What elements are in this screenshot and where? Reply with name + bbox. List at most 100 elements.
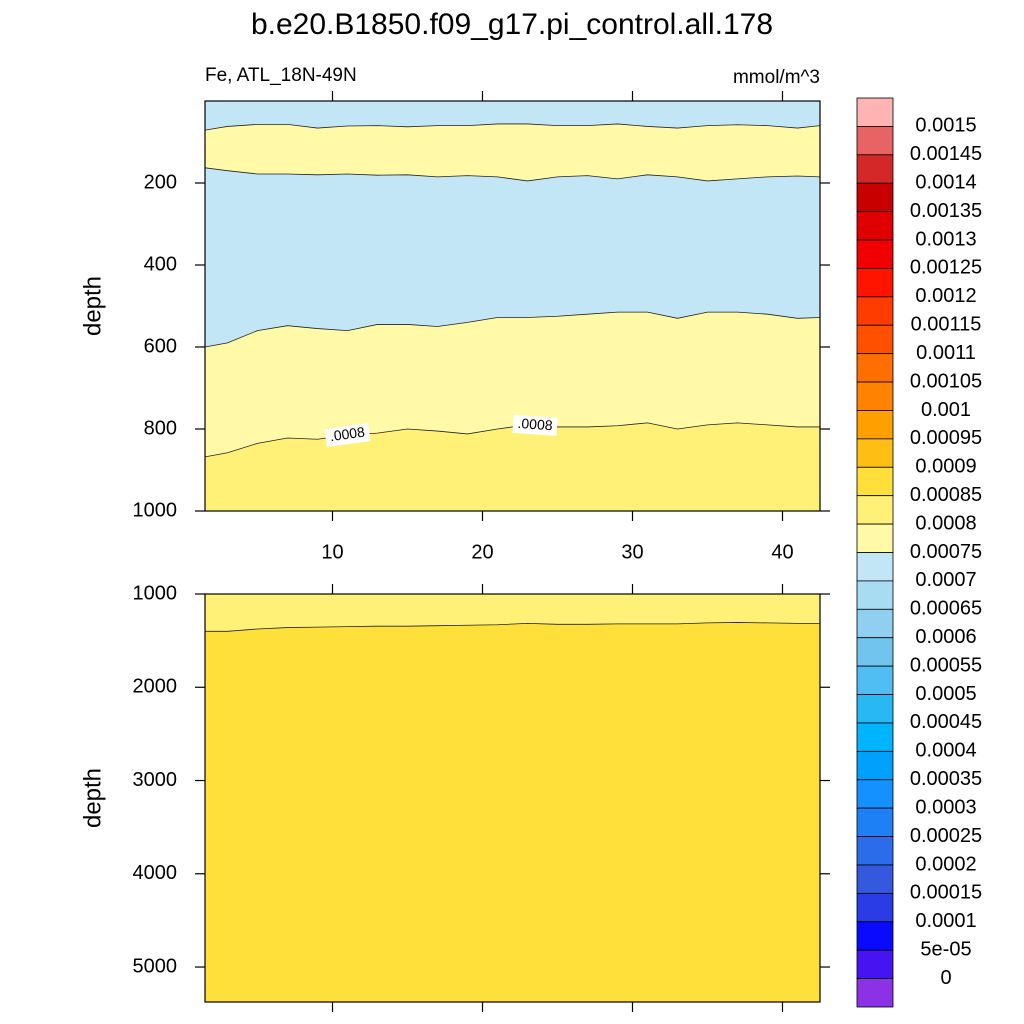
colorbar-box: [856, 324, 894, 355]
contour-fill: [205, 422, 820, 511]
subtitle-right: mmol/m^3: [733, 67, 820, 88]
colorbar-label: 0.001: [921, 399, 971, 421]
contour-label-group: .0008: [512, 414, 558, 436]
colorbar-label: 5e-05: [920, 938, 971, 960]
colorbar-box: [856, 523, 894, 553]
colorbar-box: [856, 694, 894, 724]
y-tick-label: 5000: [133, 955, 178, 977]
colorbar-box: [856, 864, 894, 894]
y-tick-label: 400: [144, 253, 177, 275]
subtitle-left: Fe, ATL_18N-49N: [205, 65, 357, 86]
contour-line: [204, 422, 820, 458]
y-tick-label: 3000: [133, 769, 178, 791]
y-axis-label: depth: [79, 768, 106, 828]
colorbar-label: 0.0015: [915, 115, 976, 137]
colorbar-label: 0.0006: [915, 626, 976, 648]
contour-line: [204, 311, 821, 348]
colorbar-label: 0: [940, 967, 951, 989]
colorbar-label: 0.00105: [910, 370, 982, 392]
colorbar-box: [856, 836, 894, 866]
colorbar-box: [856, 126, 894, 156]
colorbar-box: [856, 779, 894, 809]
colorbar-box: [856, 239, 894, 269]
colorbar-label: 0.00095: [910, 427, 982, 449]
y-tick-label: 1000: [133, 499, 178, 521]
colorbar-box: [856, 552, 894, 582]
contour-line: [205, 622, 820, 632]
y-tick-label: 1000: [133, 582, 178, 604]
contour-label: .0008: [517, 415, 553, 433]
colorbar-label: 0.00135: [910, 200, 982, 222]
colorbar-box: [856, 296, 894, 326]
colorbar-label: 0.00145: [910, 143, 982, 165]
colorbar-label: 0.0004: [915, 740, 976, 762]
colorbar-box: [856, 580, 894, 610]
x-tick-label: 10: [321, 541, 343, 563]
contour-label-bg: [324, 423, 371, 448]
colorbar-label: 0.0008: [915, 512, 976, 534]
colorbar-label: 0.0003: [915, 796, 976, 818]
colorbar-label: 0.00115: [911, 314, 982, 336]
colorbar-label: 0.0005: [915, 683, 976, 705]
colorbar-box: [856, 182, 894, 213]
colorbar-box: [856, 495, 894, 525]
colorbar-label: 0.0002: [915, 853, 976, 875]
contour-line: [204, 123, 821, 131]
colorbar-label: 0.0014: [915, 172, 976, 194]
colorbar-label: 0.00065: [910, 598, 982, 620]
colorbar-box: [856, 410, 894, 440]
contour-label: .0008: [329, 424, 366, 445]
colorbar-label: 0.0007: [915, 569, 976, 591]
colorbar-label: 0.0012: [915, 285, 976, 307]
y-tick-label: 200: [144, 171, 177, 193]
colorbar-label: 0.0013: [915, 228, 976, 250]
colorbar-label: 0.00035: [910, 768, 982, 790]
y-axis-label: depth: [79, 276, 106, 336]
plot-frame: [204, 593, 821, 1003]
colorbar-box: [856, 353, 894, 383]
x-tick-label: 40: [771, 541, 793, 563]
contour-fill: [205, 123, 820, 181]
colorbar-label: 0.0001: [915, 910, 976, 932]
colorbar-label: 0.00045: [910, 711, 982, 733]
x-tick-label: 20: [471, 541, 493, 563]
colorbar-label: 0.0011: [916, 342, 976, 364]
y-tick-label: 600: [144, 335, 177, 357]
colorbar-box: [856, 949, 894, 979]
contour-fill: [205, 167, 820, 347]
contour-fill: [205, 312, 820, 457]
colorbar-box: [856, 978, 894, 1008]
chart-title: b.e20.B1850.f09_g17.pi_control.all.178: [251, 8, 773, 41]
colorbar-label: 0.0009: [915, 456, 976, 478]
y-tick-label: 4000: [133, 862, 178, 884]
y-tick-label: 800: [144, 417, 177, 439]
colorbar-box: [856, 637, 894, 667]
colorbar-box: [856, 154, 894, 184]
contour-fill: [205, 101, 820, 131]
colorbar-label: 0.00025: [910, 825, 982, 847]
contour-label-bg: [512, 414, 558, 436]
x-tick-label: 30: [621, 541, 643, 563]
plot-frame: [204, 100, 821, 512]
y-tick-label: 2000: [133, 676, 178, 698]
colorbar-box: [856, 665, 894, 695]
colorbar-label: 0.00015: [910, 882, 982, 904]
colorbar-label: 0.00075: [910, 541, 982, 563]
colorbar-box: [856, 608, 894, 639]
contour-fill: [205, 622, 820, 1002]
colorbar-box: [856, 268, 894, 298]
colorbar-box: [856, 722, 894, 752]
contour-fill: [205, 594, 820, 632]
colorbar-box: [856, 97, 894, 127]
colorbar-box: [856, 466, 894, 497]
colorbar-box: [856, 381, 894, 411]
contour-label-group: .0008: [324, 423, 371, 448]
colorbar-box: [856, 438, 894, 468]
colorbar-box: [856, 807, 894, 837]
colorbar-box: [856, 211, 894, 241]
colorbar-box: [856, 750, 894, 781]
colorbar-label: 0.00125: [910, 257, 982, 279]
colorbar-box: [856, 921, 894, 951]
colorbar-label: 0.00085: [910, 484, 982, 506]
